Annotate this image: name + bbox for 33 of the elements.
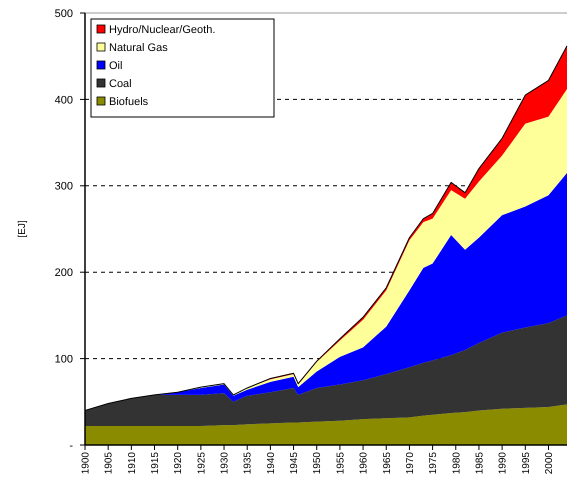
x-tick-label: 1990 bbox=[498, 452, 509, 474]
x-tick-label: 1905 bbox=[104, 452, 115, 474]
x-tick-label: 1965 bbox=[382, 452, 393, 474]
x-tick-label: 1970 bbox=[404, 452, 416, 474]
x-tick-label: 1910 bbox=[126, 452, 138, 474]
legend-label: Hydro/Nuclear/Geoth. bbox=[109, 24, 216, 36]
y-tick-label: 400 bbox=[54, 94, 73, 106]
x-tick-label: 1900 bbox=[80, 452, 92, 474]
y-tick-label: 100 bbox=[54, 353, 73, 366]
x-tick-label: 1950 bbox=[312, 452, 324, 474]
x-tick-label: 1945 bbox=[289, 452, 300, 474]
y-tick-label: 300 bbox=[54, 180, 73, 193]
y-tick-label: 200 bbox=[54, 267, 73, 280]
x-tick-label: 1920 bbox=[173, 452, 184, 474]
y-axis-title: [EJ] bbox=[17, 220, 28, 238]
x-tick-label: 1960 bbox=[358, 452, 370, 474]
x-tick-label: 1955 bbox=[335, 452, 346, 474]
x-tick-label: 1930 bbox=[220, 452, 231, 474]
legend-label: Natural Gas bbox=[109, 42, 168, 54]
legend-label: Coal bbox=[109, 78, 132, 90]
y-tick-label: - bbox=[69, 440, 74, 452]
x-tick-label: 1995 bbox=[520, 452, 532, 474]
legend-label: Oil bbox=[109, 60, 122, 72]
x-tick-label: 1985 bbox=[474, 452, 486, 474]
y-tick-label: 500 bbox=[54, 8, 73, 20]
x-tick-label: 1975 bbox=[428, 452, 440, 474]
x-tick-label: 2000 bbox=[544, 452, 555, 474]
legend-label: Biofuels bbox=[109, 96, 149, 108]
x-tick-label: 1935 bbox=[242, 452, 254, 474]
x-tick-label: 1980 bbox=[451, 452, 462, 474]
x-tick-label: 1925 bbox=[196, 452, 208, 474]
x-tick-label: 1940 bbox=[266, 452, 277, 474]
x-tick-label: 1915 bbox=[150, 452, 162, 474]
